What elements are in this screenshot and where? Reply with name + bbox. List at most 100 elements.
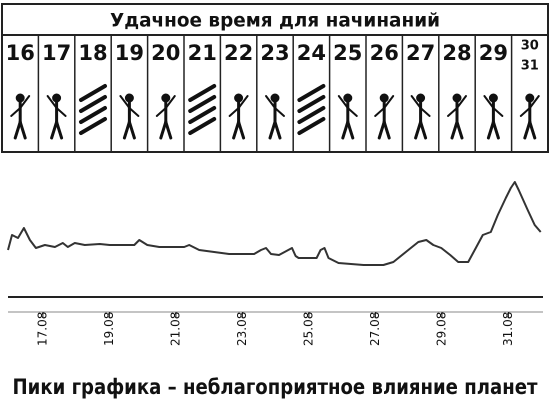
day-label: 24 xyxy=(297,41,326,65)
icon-part xyxy=(79,117,107,135)
day-label: 21 xyxy=(188,41,217,65)
icon-part xyxy=(164,95,176,109)
icon-part xyxy=(268,120,277,140)
icon-part xyxy=(410,95,422,109)
icon-part xyxy=(273,120,282,140)
icon-part xyxy=(237,120,246,140)
day-icon xyxy=(119,93,140,140)
icon-part xyxy=(297,117,326,135)
icon-part xyxy=(297,95,326,113)
icon-part xyxy=(297,84,326,102)
icon-part xyxy=(46,95,58,109)
day-label: 20 xyxy=(151,41,180,65)
chart-caption: Пики графика – неблагоприятное влияние п… xyxy=(13,375,539,399)
x-tick-label: 17.08 xyxy=(35,312,49,346)
day-label: 16 xyxy=(6,41,35,65)
icon-part xyxy=(13,120,22,140)
data-line xyxy=(7,181,542,266)
day-icon xyxy=(374,93,395,140)
day-icon xyxy=(337,93,358,140)
icon-part xyxy=(50,120,59,140)
x-tick-label: 27.08 xyxy=(368,312,382,346)
icon-part xyxy=(382,120,391,140)
icon-part xyxy=(188,95,217,113)
day-label: 26 xyxy=(370,41,399,65)
icon-part xyxy=(419,107,431,117)
day-label: 23 xyxy=(260,41,289,65)
icon-part xyxy=(346,120,355,140)
icon-part xyxy=(79,84,107,102)
day-label: 19 xyxy=(115,41,144,65)
day-icon xyxy=(228,93,249,140)
icon-part xyxy=(450,120,459,140)
day-icon xyxy=(447,93,467,140)
icon-part xyxy=(456,95,467,109)
icon-part xyxy=(528,120,537,140)
icon-part xyxy=(491,120,500,140)
icon-part xyxy=(119,95,131,109)
icon-part xyxy=(519,107,531,117)
icon-part xyxy=(159,120,168,140)
header-frame xyxy=(1,3,549,153)
icon-part xyxy=(528,95,540,109)
icon-part xyxy=(383,95,395,109)
icon-part xyxy=(341,120,350,140)
x-tick-label: 29.08 xyxy=(434,312,448,346)
day-icon xyxy=(519,93,540,140)
icon-part xyxy=(374,107,386,117)
icon-part xyxy=(228,107,240,117)
icon-part xyxy=(55,107,67,117)
day-label: 30 xyxy=(521,39,539,54)
icon-part xyxy=(10,107,22,117)
x-tick-label: 19.08 xyxy=(102,312,116,346)
x-tick-label: 23.08 xyxy=(235,312,249,346)
icon-part xyxy=(188,106,217,124)
icon-part xyxy=(265,95,276,109)
day-label: 22 xyxy=(224,41,253,65)
day-icon xyxy=(79,84,107,135)
day-icon xyxy=(188,84,217,135)
icon-part xyxy=(55,120,64,140)
day-label: 17 xyxy=(42,41,71,65)
icon-part xyxy=(447,107,458,117)
icon-part xyxy=(486,120,495,140)
icon-part xyxy=(79,106,107,124)
day-icon xyxy=(410,93,431,140)
icon-part xyxy=(274,107,285,117)
icon-part xyxy=(297,106,326,124)
x-tick-label: 21.08 xyxy=(168,312,182,346)
icon-part xyxy=(188,117,217,135)
icon-part xyxy=(455,120,464,140)
icon-part xyxy=(79,95,107,113)
header-title: Удачное время для начинаний xyxy=(110,10,440,32)
icon-part xyxy=(337,95,349,109)
day-icon xyxy=(10,93,31,140)
day-icon xyxy=(297,84,326,135)
day-label: 28 xyxy=(442,41,471,65)
x-tick-label: 31.08 xyxy=(501,312,515,346)
day-label: 31 xyxy=(521,59,539,74)
icon-part xyxy=(188,84,217,102)
x-tick-label: 25.08 xyxy=(301,312,315,346)
day-icon xyxy=(155,93,176,140)
icon-part xyxy=(18,120,27,140)
day-icon xyxy=(265,93,285,140)
icon-part xyxy=(414,120,423,140)
icon-part xyxy=(419,120,428,140)
day-label: 18 xyxy=(78,41,107,65)
icon-part xyxy=(122,120,131,140)
icon-part xyxy=(237,95,249,109)
day-label: 25 xyxy=(333,41,362,65)
icon-part xyxy=(127,120,136,140)
icon-part xyxy=(492,107,504,117)
day-icon xyxy=(46,93,67,140)
day-label: 29 xyxy=(479,41,508,65)
icon-part xyxy=(483,95,495,109)
icon-part xyxy=(19,95,31,109)
icon-part xyxy=(346,107,358,117)
icon-part xyxy=(523,120,532,140)
icon-part xyxy=(232,120,241,140)
icon-part xyxy=(377,120,386,140)
icon-part xyxy=(128,107,140,117)
